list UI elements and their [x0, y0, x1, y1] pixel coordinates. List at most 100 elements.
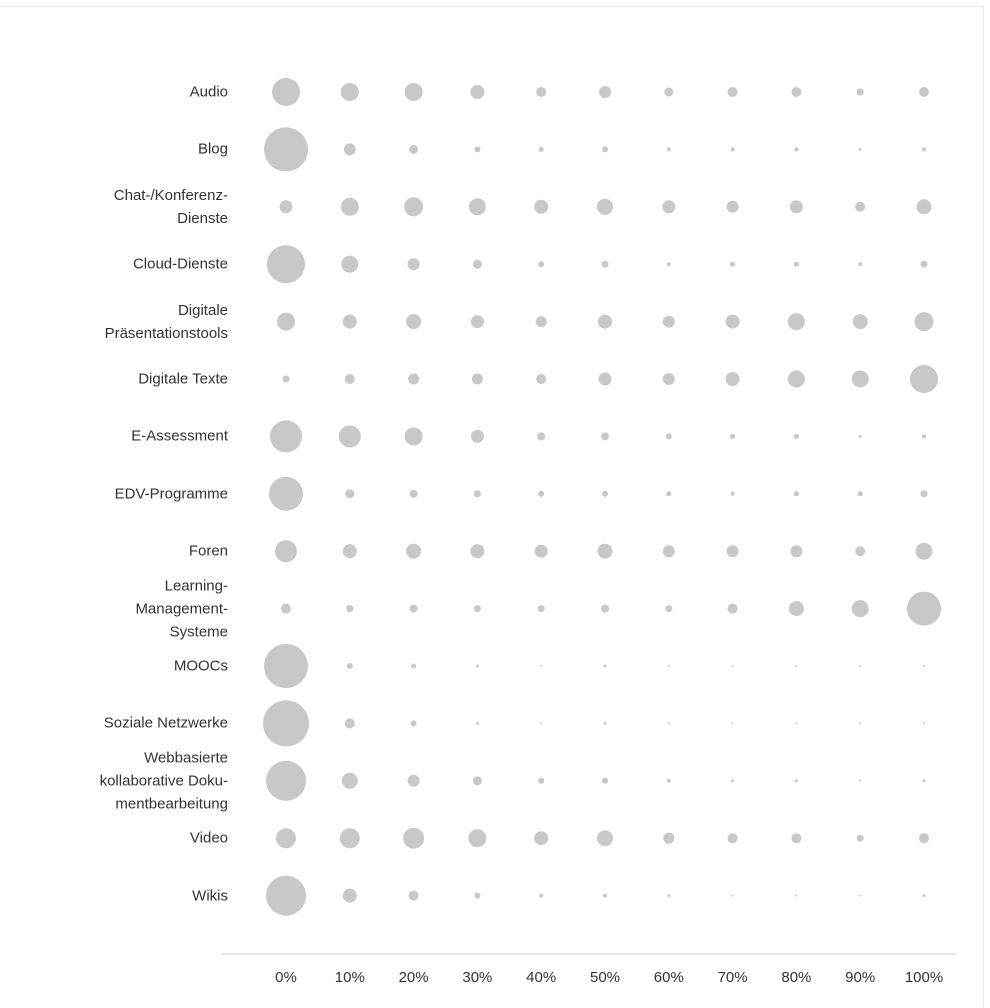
bubble: [787, 313, 805, 331]
bubble: [602, 490, 608, 497]
bubble: [667, 665, 670, 667]
bubble: [922, 147, 926, 152]
bubble: [537, 605, 545, 613]
x-tick-label: 60%: [654, 969, 684, 986]
bubble: [408, 890, 419, 901]
bubble: [788, 601, 804, 617]
bubble: [279, 200, 293, 214]
bubble: [346, 605, 354, 613]
bubble: [603, 664, 607, 668]
bubble: [403, 827, 425, 849]
bubble: [534, 831, 549, 846]
row-label: E-Assessment: [131, 427, 228, 445]
bubble: [727, 833, 738, 844]
bubble: [859, 665, 862, 667]
bubble: [858, 147, 862, 151]
bubble: [666, 262, 671, 267]
bubble: [922, 434, 926, 439]
bubble: [266, 760, 306, 801]
bubble: [851, 370, 869, 388]
bubble: [791, 87, 802, 97]
row-label: Digitale Präsentationstools: [104, 301, 228, 342]
bubble: [857, 491, 863, 497]
bubble: [851, 600, 869, 618]
frame: [0, 6, 984, 1008]
bubble: [727, 603, 738, 614]
bubble: [727, 87, 738, 97]
bubble: [858, 434, 862, 438]
bubble: [915, 542, 933, 560]
bubble: [730, 491, 735, 496]
bubble: [342, 314, 357, 329]
bubble: [855, 201, 866, 212]
row-label: Webbasierte kollaborative Doku- mentbear…: [99, 749, 228, 813]
bubble: [536, 87, 547, 97]
bubble: [470, 315, 484, 329]
bubble: [471, 373, 483, 385]
bubble: [472, 259, 482, 269]
bubble: [468, 198, 486, 216]
bubble: [540, 722, 543, 725]
bubble: [789, 200, 803, 214]
bubble: [345, 489, 355, 499]
bubble: [730, 261, 736, 267]
bubble: [601, 260, 609, 268]
bubble: [343, 143, 356, 156]
bubble: [538, 146, 544, 152]
bubble: [602, 146, 608, 153]
bubble: [666, 147, 671, 152]
bubble: [602, 777, 608, 784]
bubble: [923, 665, 925, 667]
bubble: [726, 545, 739, 558]
bubble: [264, 644, 308, 688]
bubble: [597, 198, 613, 215]
bubble: [791, 833, 802, 844]
bubble: [725, 372, 740, 386]
x-tick-label: 90%: [845, 969, 875, 986]
bubble: [795, 665, 798, 667]
bubble: [662, 545, 675, 558]
bubble: [342, 544, 357, 559]
row-label: Audio: [189, 83, 228, 101]
bubble: [601, 432, 609, 441]
bubble: [404, 197, 424, 217]
x-tick-label: 30%: [462, 969, 492, 986]
bubble: [475, 664, 479, 668]
bubble: [599, 86, 611, 98]
x-tick-label: 10%: [335, 969, 365, 986]
bubble: [270, 420, 302, 453]
bubble: [859, 779, 862, 782]
row-label: Soziale Netzwerke: [103, 714, 228, 732]
bubble: [282, 375, 290, 383]
bubble: [731, 779, 735, 783]
bubble: [597, 543, 613, 559]
bubble: [725, 314, 740, 329]
bubble: [731, 722, 734, 725]
bubble: [406, 314, 422, 330]
bubble: [665, 605, 673, 613]
bubble: [920, 490, 928, 498]
bubble: [662, 315, 675, 328]
bubble: [858, 262, 863, 267]
row-label: MOOCs: [173, 657, 228, 675]
bubble: [341, 772, 358, 789]
row-label: Cloud-Dienste: [132, 255, 228, 273]
bubble: [856, 88, 864, 96]
bubble: [534, 544, 548, 558]
bubble: [793, 491, 799, 497]
bubble: [794, 779, 798, 783]
bubble: [277, 312, 295, 331]
bubble: [535, 316, 547, 328]
bubble: [540, 665, 543, 667]
bubble: [344, 374, 355, 384]
bubble: [340, 197, 359, 216]
row-label: Digitale Texte: [138, 370, 228, 388]
bubble: [538, 261, 545, 268]
bubble: [468, 829, 487, 848]
bubble: [342, 888, 357, 903]
bubble: [539, 893, 544, 898]
bubble: [264, 127, 308, 172]
bubble: [667, 722, 670, 725]
bubble: [474, 892, 481, 899]
bubble: [790, 545, 803, 558]
